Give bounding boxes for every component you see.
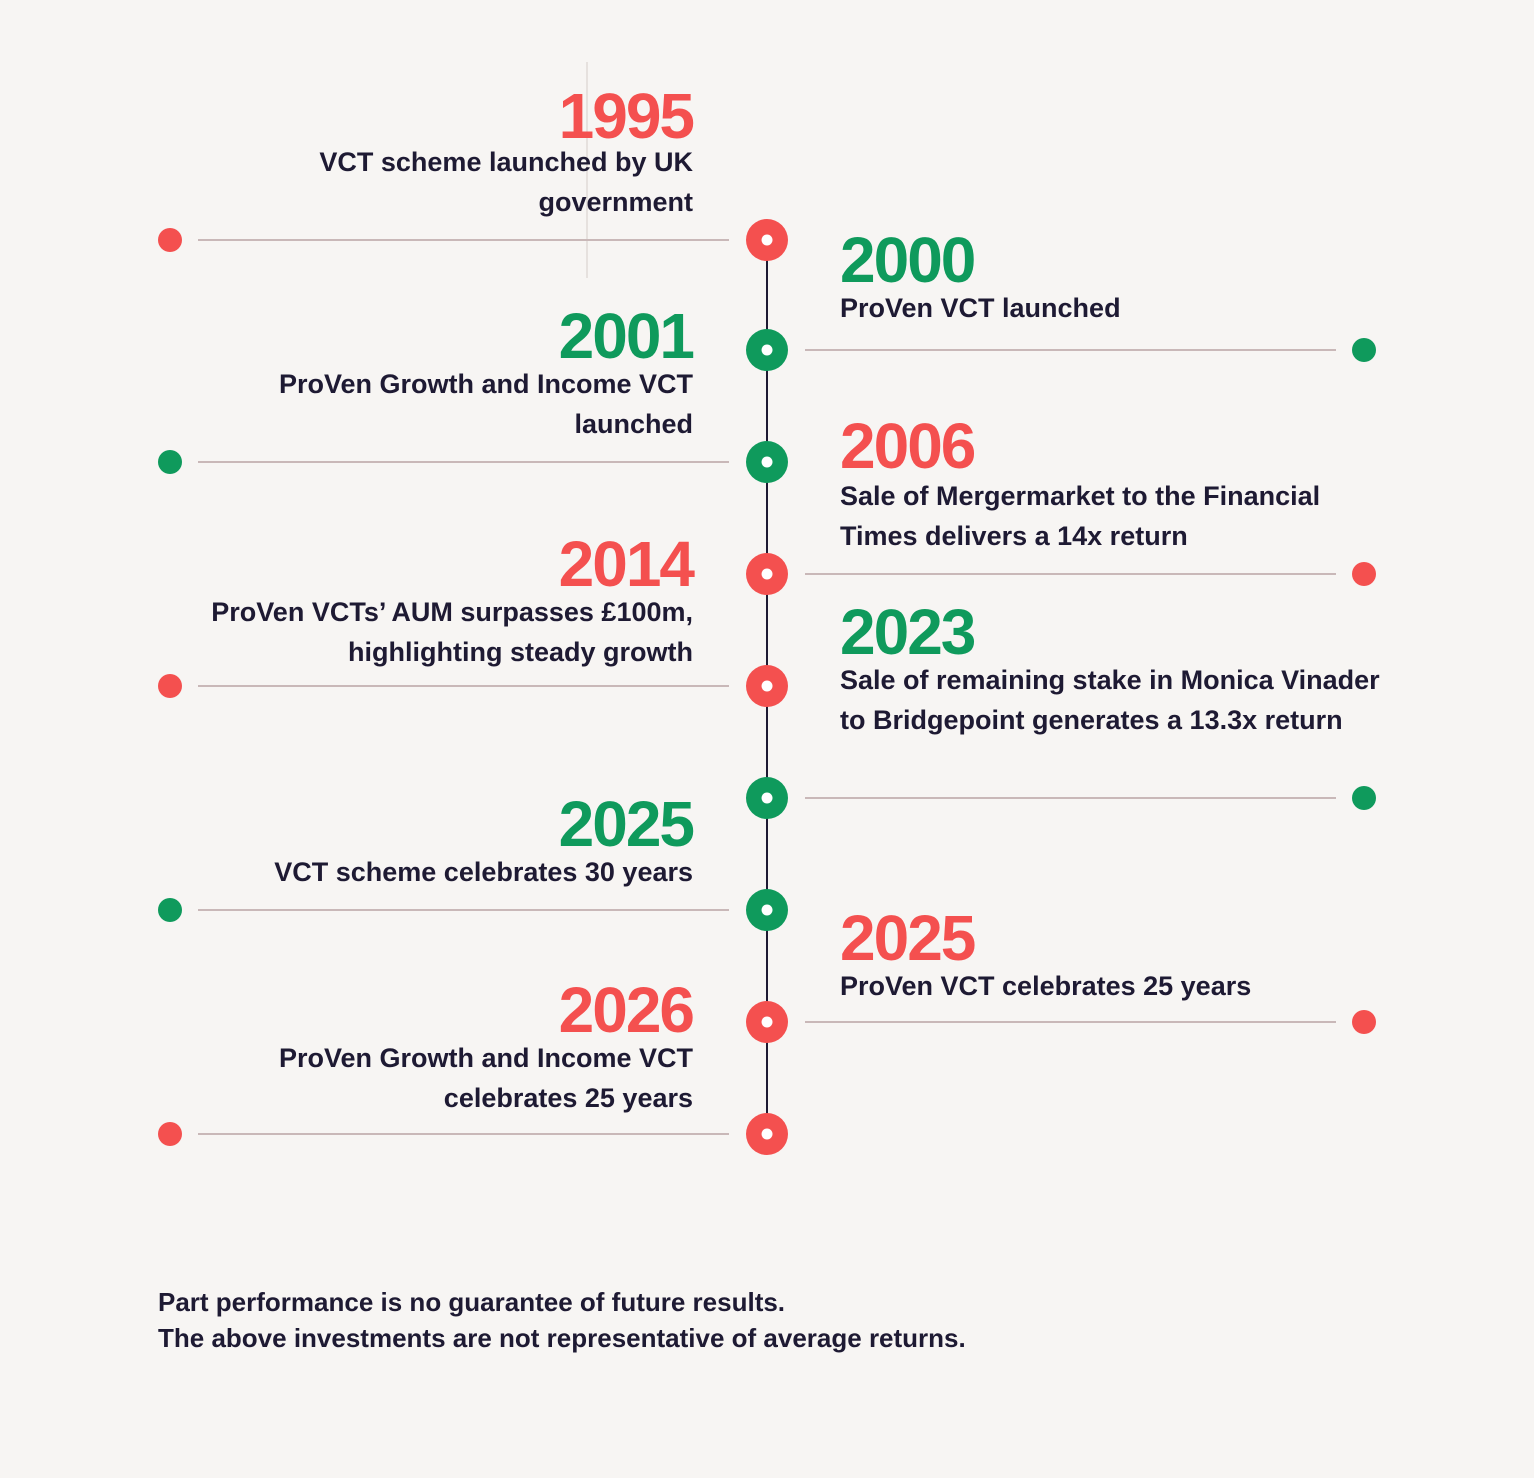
disclaimer-line-2: The above investments are not representa… [158, 1323, 966, 1353]
timeline-node-center [761, 792, 773, 804]
event-description-2025-proven: ProVen VCT celebrates 25 years [840, 971, 1252, 1001]
event-year-2023: 2023 [840, 596, 976, 668]
timeline-node-center [761, 568, 773, 580]
event-description-2001: ProVen Growth and Income VCT launched [278, 369, 693, 439]
event-description-2025-vct: VCT scheme celebrates 30 years [274, 857, 693, 887]
event-year-2026: 2026 [558, 974, 695, 1046]
timeline-node-center [761, 456, 773, 468]
disclaimer-line-1: Part performance is no guarantee of futu… [158, 1287, 786, 1317]
timeline-node-center [761, 1128, 773, 1140]
end-dot [158, 228, 182, 252]
end-dot [1352, 562, 1376, 586]
timeline-node [746, 219, 788, 261]
end-dot [1352, 1010, 1376, 1034]
event-description-2023: Sale of remaining stake in Monica Vinade… [840, 665, 1380, 735]
timeline-node [746, 329, 788, 371]
timeline-node-center [761, 344, 773, 356]
timeline-node-center [761, 680, 773, 692]
event-year-2000: 2000 [840, 224, 976, 296]
end-dot [1352, 786, 1376, 810]
end-dot [158, 1122, 182, 1146]
end-dot [1352, 338, 1376, 362]
timeline-node [746, 665, 788, 707]
event-year-2006: 2006 [840, 410, 976, 482]
event-year-1995: 1995 [558, 80, 695, 152]
timeline-node [746, 553, 788, 595]
timeline-node [746, 441, 788, 483]
timeline-node-center [761, 234, 773, 246]
timeline-node [746, 777, 788, 819]
event-description-2000: ProVen VCT launched [840, 293, 1121, 323]
end-dot [158, 674, 182, 698]
timeline-node-center [761, 904, 773, 916]
event-description-2026: ProVen Growth and Income VCT celebrates … [278, 1043, 693, 1113]
event-year-2025-proven: 2025 [840, 902, 976, 974]
event-year-2014: 2014 [558, 528, 695, 600]
timeline-node-center [761, 1016, 773, 1028]
event-description-1995: VCT scheme launched by UK government [319, 147, 693, 217]
end-dot [158, 898, 182, 922]
event-description-2014: ProVen VCTs’ AUM surpasses £100m, highli… [211, 597, 693, 667]
timeline-node [746, 1113, 788, 1155]
event-year-2001: 2001 [558, 300, 695, 372]
timeline-node [746, 1001, 788, 1043]
event-year-2025-vct: 2025 [558, 788, 695, 860]
timeline-node [746, 889, 788, 931]
end-dot [158, 450, 182, 474]
event-description-2006: Sale of Mergermarket to the Financial Ti… [840, 481, 1321, 551]
